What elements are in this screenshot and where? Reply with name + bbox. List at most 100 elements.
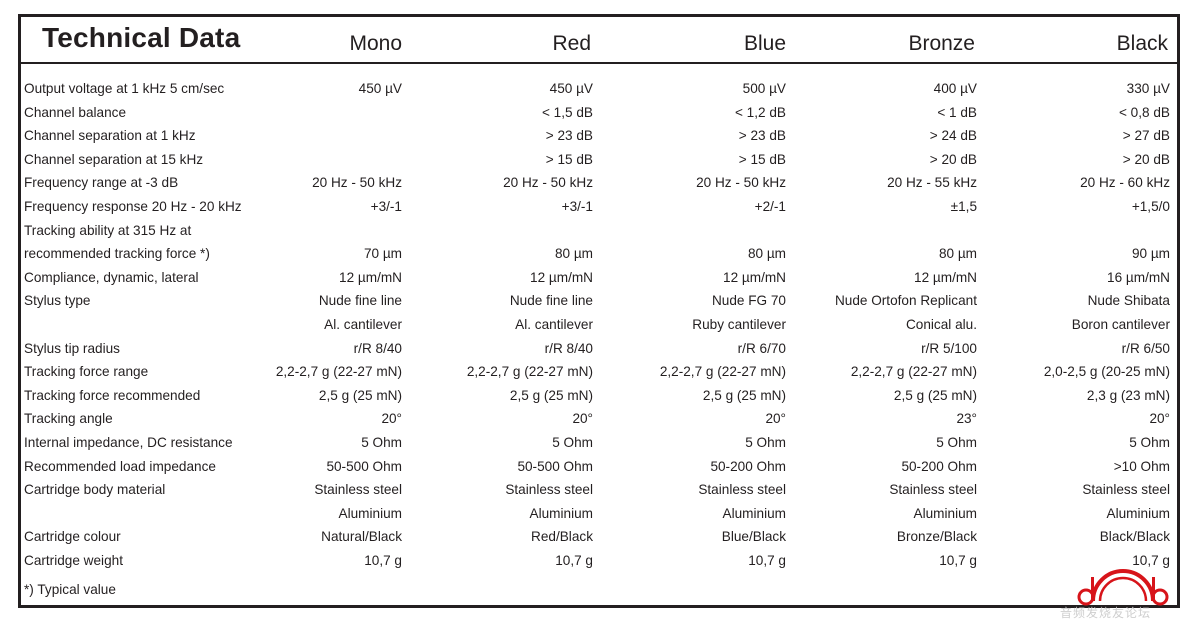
cell-black: < 0,8 dB [1118,104,1170,120]
cell-black: Stainless steel [1082,482,1170,498]
cell-black: 90 µm [1131,246,1170,262]
cell-red: > 15 dB [545,151,593,167]
cell-bronze: 80 µm [938,246,977,262]
table-row: recommended tracking force *) 70 µm 80 µm 8… [24,242,1174,266]
column-header-red: Red [552,32,591,55]
cell-black: 330 µV [1126,81,1170,96]
cell-black: 20 Hz - 60 kHz [1080,175,1170,191]
column-header-blue: Blue [743,32,786,55]
cell-blue: > 23 dB [738,128,786,144]
cell-red: 2,5 g (25 mN) [509,387,593,403]
cell-black: r/R 6/50 [1121,340,1170,356]
cell-bronze: 400 µV [933,81,977,96]
cell-mono: 2,5 g (25 mN) [318,387,402,403]
row-label: Channel separation at 1 kHz [24,128,196,144]
cell-blue: r/R 6/70 [737,340,786,356]
cell-black: >10 Ohm [1113,458,1170,474]
column-header-black: Black [1116,32,1168,55]
cell-black: Aluminium [1106,505,1170,521]
cell-blue: > 15 dB [738,151,786,167]
cell-red: Al. cantilever [515,317,593,332]
cell-black: 2,3 g (23 mN) [1086,387,1170,403]
cell-bronze: Conical alu. [905,317,977,332]
table-row: Compliance, dynamic, lateral 12 µm/mN 12 µ… [24,266,1174,290]
row-label: Channel balance [24,104,127,120]
cell-red: Stainless steel [505,482,593,498]
cell-mono: 20° [381,411,402,427]
cell-bronze: Nude Ortofon Replicant [834,293,977,309]
cell-red: 5 Ohm [552,435,593,450]
row-label: Stylus type [24,293,91,309]
cell-mono: 5 Ohm [361,435,402,450]
cell-bronze: < 1 dB [937,104,977,120]
cell-bronze: > 24 dB [929,128,977,144]
table-row: Al. cantilever Al. cantilever Ruby cantile… [24,313,1174,337]
table-row: Internal impedance, DC resistance 5 Ohm 5 … [24,431,1174,455]
row-label: Output voltage at 1 kHz 5 cm/sec [24,81,225,96]
row-label: Tracking force range [24,364,149,380]
cell-black: Nude Shibata [1087,293,1170,309]
column-header-bronze: Bronze [908,32,975,55]
table-row: Tracking ability at 315 Hz at [24,219,1174,243]
table-row: Channel separation at 15 kHz > 15 dB > 15 … [24,148,1174,172]
table-row: Tracking force range 2,2-2,7 g (22-27 mN)… [24,360,1174,384]
table-row: Output voltage at 1 kHz 5 cm/sec 450 µV 45… [24,77,1174,101]
table-frame [18,14,1180,608]
cell-mono: 12 µm/mN [339,269,402,285]
cell-blue: Nude FG 70 [711,293,786,309]
cell-red: 80 µm [554,246,593,262]
cell-mono: 20 Hz - 50 kHz [312,175,402,191]
cell-mono: 50-500 Ohm [326,458,402,474]
cell-blue: 2,5 g (25 mN) [702,387,786,403]
row-label: Frequency response 20 Hz - 20 kHz [24,199,242,214]
cell-red: < 1,5 dB [541,104,593,120]
cell-red: Nude fine line [509,293,593,309]
cell-black: 20° [1149,411,1170,427]
cell-bronze: 23° [956,411,977,427]
cell-black: > 20 dB [1122,151,1170,167]
cell-blue: Aluminium [722,505,786,521]
cell-red: 12 µm/mN [530,269,593,285]
table-row: Channel separation at 1 kHz > 23 dB > 23 d… [24,124,1174,148]
cell-bronze: 10,7 g [939,553,977,568]
table-header-row [18,14,1180,64]
table-row: Cartridge colour Natural/Black Red/Black Bl… [24,525,1174,549]
cell-mono: Aluminium [338,505,402,521]
cell-mono: +3/-1 [370,199,402,214]
row-label: Cartridge body material [24,482,166,498]
cell-blue: 50-200 Ohm [710,458,786,474]
cell-red: Red/Black [531,529,593,545]
cell-red: 2,2-2,7 g (22-27 mN) [466,364,593,380]
cell-blue: 10,7 g [748,553,786,568]
cell-red: 20° [572,411,593,427]
cell-mono: 10,7 g [364,553,402,568]
table-row: Recommended load impedance 50-500 Ohm 50-5… [24,455,1174,479]
cell-black: 2,0-2,5 g (20-25 mN) [1043,364,1170,380]
cell-red: 20 Hz - 50 kHz [503,175,593,191]
cell-mono: Natural/Black [321,529,402,545]
table-row: Tracking angle 20° 20° 20° 23° 20° [24,407,1174,431]
cell-bronze: Stainless steel [889,482,977,498]
row-label: Cartridge weight [24,553,123,568]
cell-bronze: > 20 dB [929,151,977,167]
cell-black: Boron cantilever [1071,317,1170,332]
cell-mono: 70 µm [363,246,402,262]
cell-bronze: r/R 5/100 [921,340,977,356]
column-header-mono: Mono [349,32,402,55]
table-row: Aluminium Aluminium Aluminium Aluminium Alum… [24,502,1174,526]
cell-black: 16 µm/mN [1107,269,1170,285]
table-row: Tracking force recommended 2,5 g (25 mN) 2… [24,384,1174,408]
cell-bronze: 2,2-2,7 g (22-27 mN) [850,364,977,380]
table-row: Cartridge weight 10,7 g 10,7 g 10,7 g 10,7 g… [24,549,1174,573]
row-label: Channel separation at 15 kHz [24,151,204,167]
row-label: Tracking ability at 315 Hz at [24,222,192,238]
cell-black: +1,5/0 [1131,199,1170,214]
cell-mono: r/R 8/40 [353,340,402,356]
cell-bronze: Aluminium [913,505,977,521]
cell-blue: < 1,2 dB [734,104,786,120]
cell-black: 5 Ohm [1129,435,1170,450]
cell-bronze: 50-200 Ohm [901,458,977,474]
row-label: Recommended load impedance [24,458,216,474]
cell-bronze: 20 Hz - 55 kHz [887,175,977,191]
row-label: Tracking force recommended [24,387,201,403]
